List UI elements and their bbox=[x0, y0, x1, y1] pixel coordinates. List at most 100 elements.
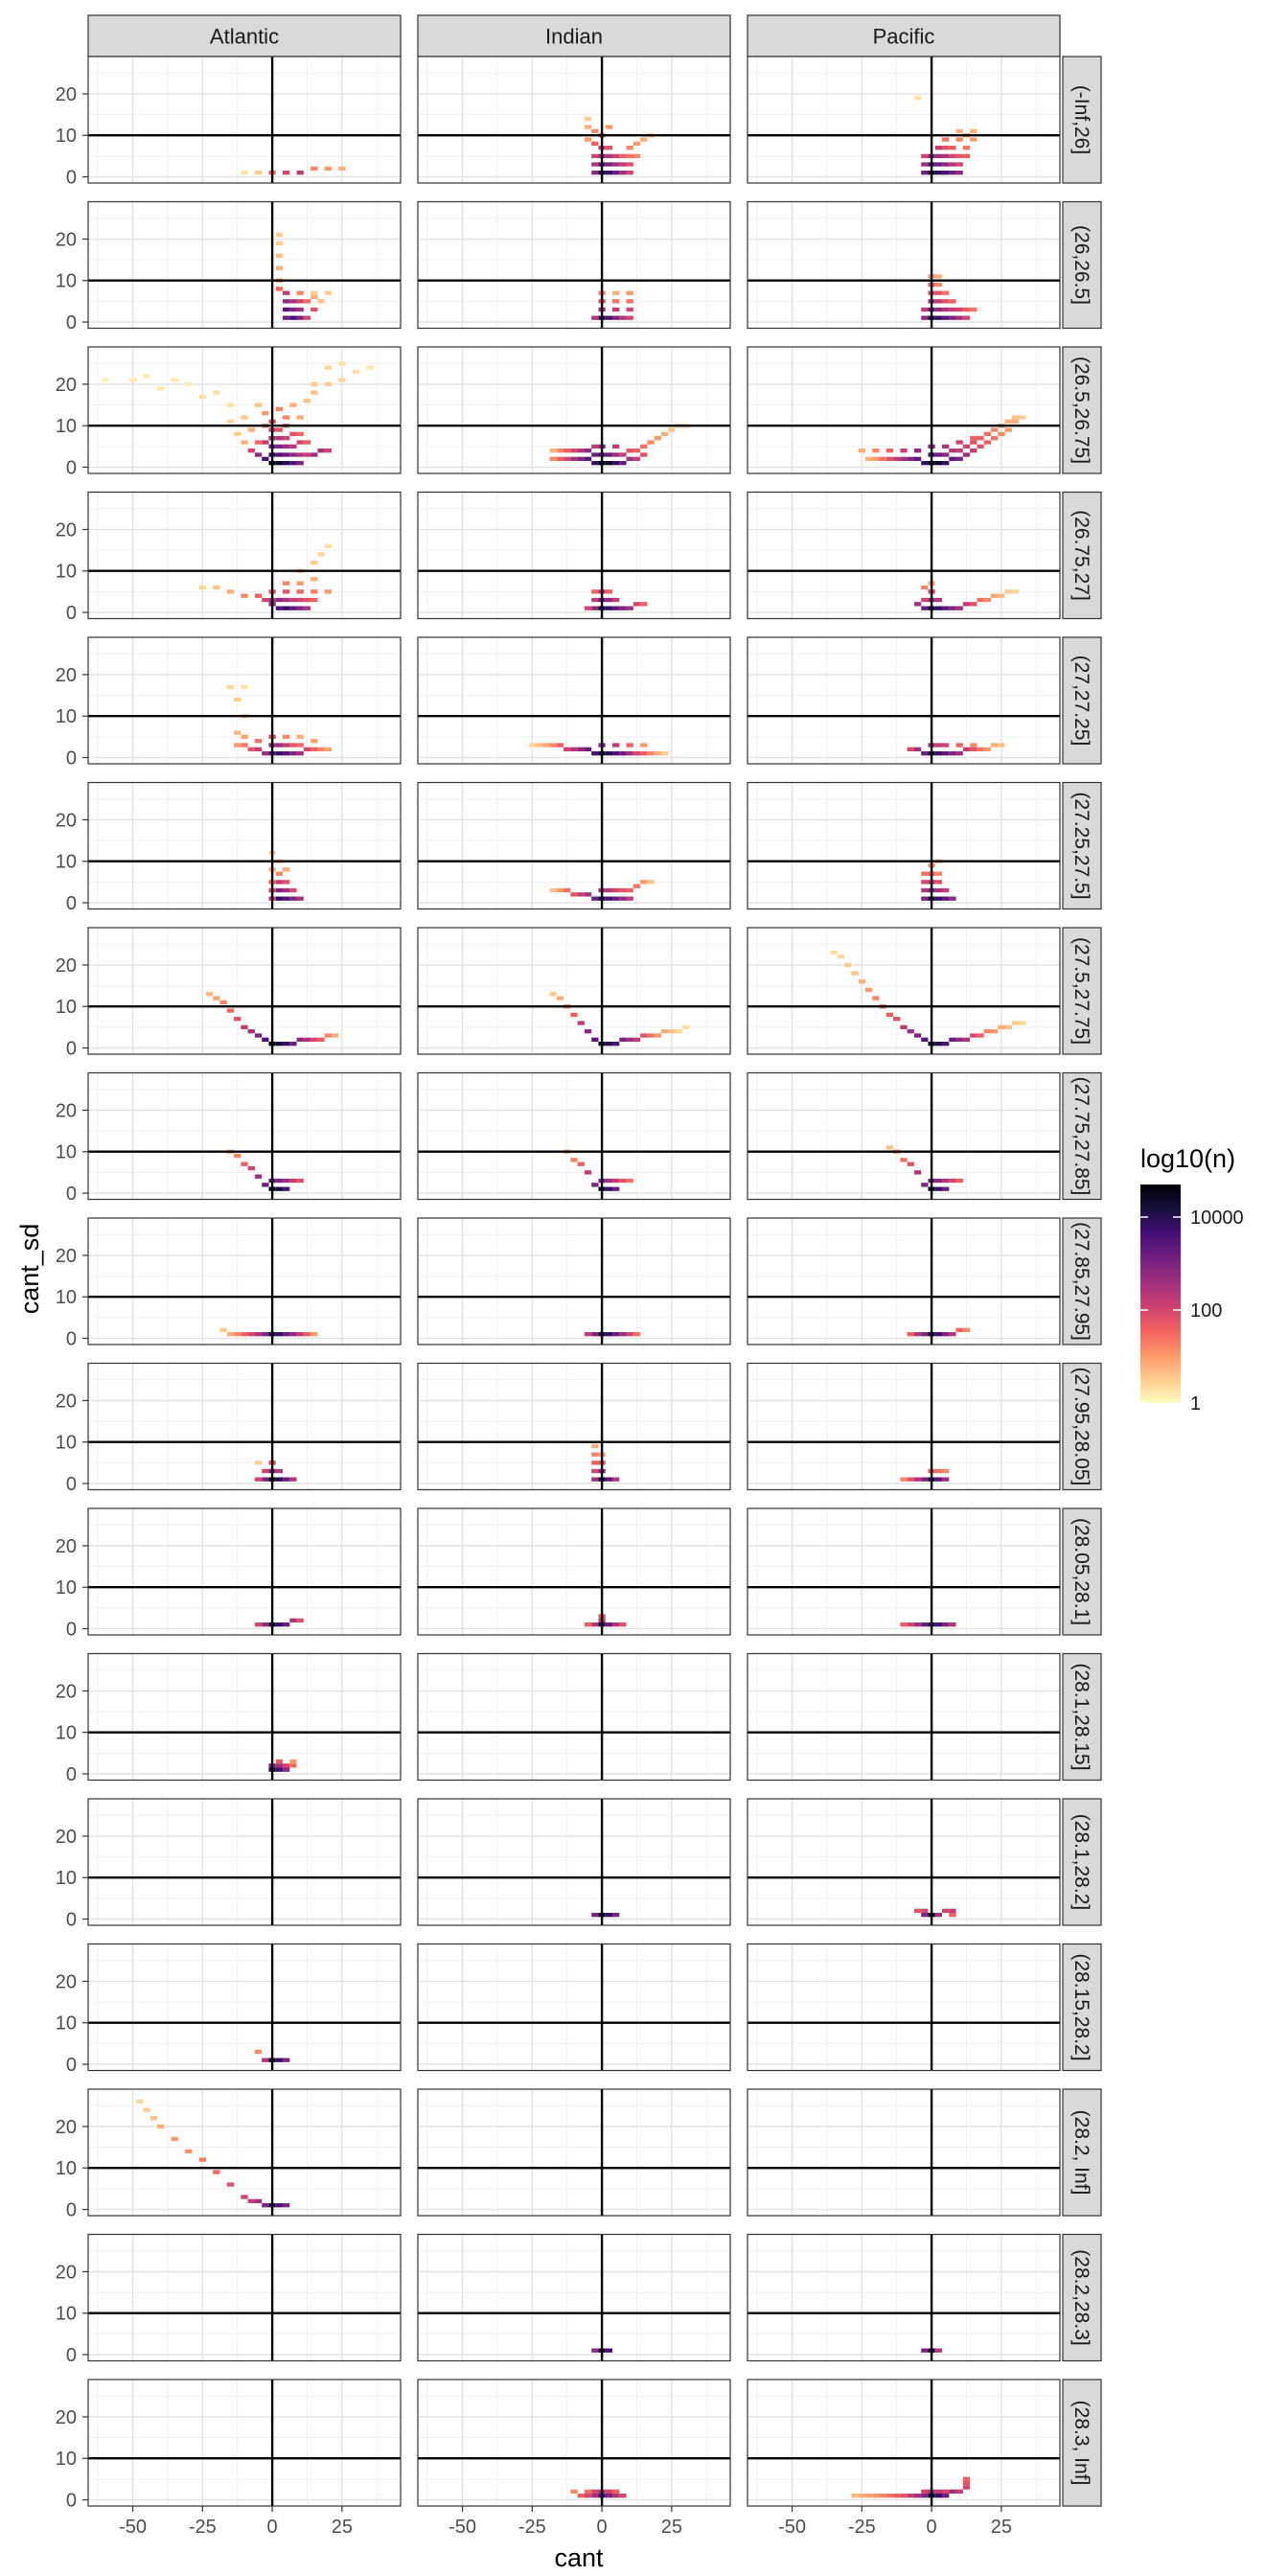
heatmap-cell bbox=[612, 1913, 620, 1918]
heatmap-cell bbox=[324, 381, 332, 387]
heatmap-cell bbox=[942, 444, 950, 449]
panel-indian-row-1 bbox=[417, 56, 731, 184]
heatmap-cell bbox=[262, 456, 269, 462]
heatmap-cell bbox=[1019, 1021, 1026, 1025]
heatmap-cell bbox=[275, 287, 284, 291]
heatmap-cell bbox=[612, 1477, 620, 1482]
heatmap-cell bbox=[900, 448, 908, 453]
heatmap-cell bbox=[577, 2494, 585, 2498]
facet-row-label: (-Inf,26] bbox=[1070, 85, 1092, 154]
y-tick-label: 10 bbox=[56, 1577, 77, 1598]
heatmap-cell bbox=[283, 1477, 290, 1482]
heatmap-cell bbox=[668, 427, 676, 432]
heatmap-cell bbox=[605, 597, 613, 603]
x-tick-label: -25 bbox=[848, 2517, 876, 2538]
heatmap-cell bbox=[879, 2494, 886, 2498]
heatmap-cell bbox=[226, 419, 235, 425]
y-tick-label: 0 bbox=[66, 1474, 77, 1495]
panel-atlantic-row-3 bbox=[87, 346, 402, 474]
facet-row-label: (27,27.25] bbox=[1070, 656, 1092, 747]
heatmap-cell bbox=[275, 436, 284, 441]
heatmap-cell bbox=[934, 162, 943, 167]
heatmap-cell bbox=[970, 436, 978, 441]
heatmap-cell bbox=[921, 887, 929, 893]
heatmap-cell bbox=[310, 560, 318, 565]
heatmap-cell bbox=[605, 171, 613, 175]
heatmap-cell bbox=[584, 606, 592, 610]
y-tick-label: 20 bbox=[56, 955, 77, 977]
y-tick-label: 20 bbox=[56, 84, 77, 105]
heatmap-cell bbox=[605, 1332, 613, 1337]
heatmap-cell bbox=[591, 606, 599, 610]
heatmap-cell bbox=[900, 2494, 908, 2498]
heatmap-cell bbox=[921, 1913, 929, 1918]
heatmap-cell bbox=[955, 743, 963, 748]
x-tick-label: -25 bbox=[189, 2517, 217, 2538]
heatmap-cell bbox=[213, 996, 220, 1000]
heatmap-cell bbox=[921, 315, 929, 320]
heatmap-cell bbox=[612, 896, 620, 901]
heatmap-cell bbox=[612, 2489, 620, 2495]
heatmap-cell bbox=[234, 431, 242, 437]
heatmap-cell bbox=[640, 452, 648, 457]
heatmap-cell bbox=[289, 597, 297, 603]
heatmap-cell bbox=[626, 751, 633, 756]
heatmap-cell bbox=[934, 871, 943, 876]
heatmap-cell bbox=[296, 1178, 304, 1184]
heatmap-cell bbox=[241, 440, 248, 445]
y-tick-label: 0 bbox=[66, 2200, 77, 2221]
heatmap-cell bbox=[262, 2203, 269, 2208]
heatmap-cell bbox=[577, 892, 585, 897]
heatmap-cell bbox=[289, 1477, 297, 1482]
heatmap-cell bbox=[962, 2481, 971, 2486]
panel-pacific-row-2 bbox=[747, 200, 1061, 330]
heatmap-cell bbox=[619, 1622, 627, 1627]
heatmap-cell bbox=[619, 315, 627, 320]
heatmap-cell bbox=[626, 290, 633, 295]
heatmap-cell bbox=[913, 456, 922, 462]
heatmap-cell bbox=[949, 1332, 956, 1337]
heatmap-cell bbox=[942, 162, 950, 167]
heatmap-cell bbox=[949, 606, 956, 610]
heatmap-cell bbox=[262, 440, 269, 445]
heatmap-cell bbox=[913, 448, 922, 453]
heatmap-cell bbox=[262, 1477, 269, 1482]
heatmap-cell bbox=[942, 1468, 950, 1474]
heatmap-cell bbox=[900, 1622, 908, 1627]
heatmap-cell bbox=[226, 402, 235, 407]
y-tick-label: 10 bbox=[56, 852, 77, 873]
panel-indian-row-4 bbox=[417, 491, 731, 620]
y-tick-label: 0 bbox=[66, 1329, 77, 1350]
facet-row-strip: (28.2, Inf] bbox=[1062, 2088, 1102, 2217]
panel-atlantic-row-12 bbox=[87, 1652, 402, 1782]
heatmap-cell bbox=[556, 456, 564, 462]
heatmap-cell bbox=[275, 743, 284, 748]
facet-row-strip: (26.5,26.75] bbox=[1062, 346, 1102, 474]
facet-row-label: (27.75,27.85] bbox=[1070, 1077, 1092, 1196]
heatmap-cell bbox=[647, 880, 655, 885]
heatmap-cell bbox=[317, 299, 325, 304]
heatmap-cell bbox=[289, 1332, 297, 1337]
heatmap-cell bbox=[310, 290, 318, 295]
heatmap-cell bbox=[254, 1477, 263, 1482]
x-axis-layer: -50 -25 0 25 -50 -25 0 25 -50 -25 0 25 bbox=[119, 2506, 1012, 2538]
heatmap-cell bbox=[289, 896, 297, 901]
heatmap-cell bbox=[872, 448, 880, 453]
heatmap-cell bbox=[247, 747, 255, 752]
heatmap-cell bbox=[577, 747, 585, 752]
heatmap-cell bbox=[262, 1622, 269, 1627]
heatmap-cell bbox=[275, 2203, 284, 2208]
heatmap-cell bbox=[990, 436, 999, 441]
panel-indian-row-6 bbox=[417, 781, 731, 910]
y-tick-label: 20 bbox=[56, 229, 77, 250]
heatmap-cell bbox=[296, 581, 304, 586]
heatmap-cell bbox=[283, 171, 290, 175]
heatmap-cell bbox=[934, 606, 943, 610]
y-tick-label: 10 bbox=[56, 126, 77, 147]
heatmap-cell bbox=[283, 415, 290, 420]
heatmap-cell bbox=[283, 444, 290, 449]
heatmap-cell bbox=[913, 602, 922, 607]
heatmap-cell bbox=[921, 751, 929, 756]
heatmap-cell bbox=[955, 440, 963, 445]
panel-atlantic-row-8 bbox=[87, 1071, 402, 1201]
